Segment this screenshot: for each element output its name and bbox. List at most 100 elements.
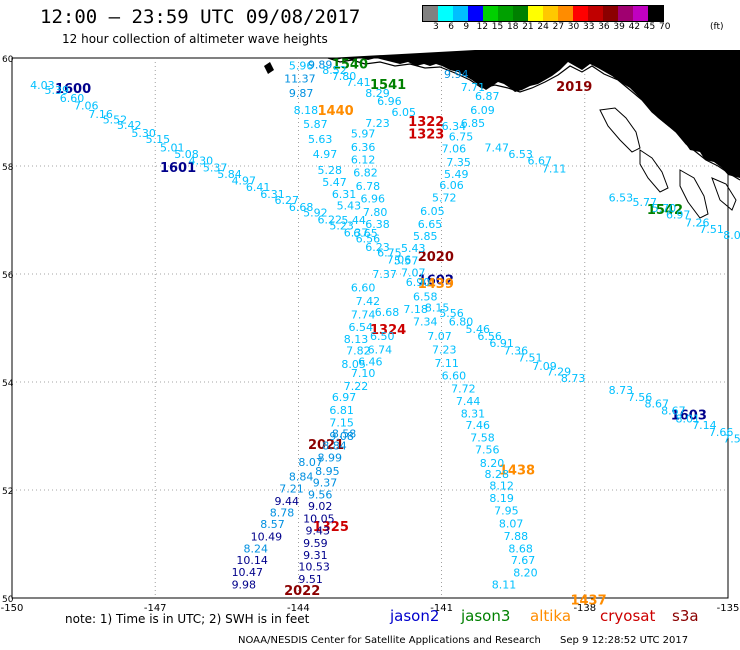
colorbar-swatch xyxy=(528,6,543,21)
swh-value: 9.98 xyxy=(232,579,257,592)
swh-value: 6.06 xyxy=(439,179,464,192)
swh-value: 9.08 xyxy=(329,430,354,443)
swh-value: 8.24 xyxy=(244,542,268,555)
swh-value: 7.21 xyxy=(279,482,304,495)
island-prince-of-wales xyxy=(679,169,709,219)
swh-value: 7.82 xyxy=(346,345,371,358)
swh-value: 9.87 xyxy=(289,87,314,100)
swh-value: 6.12 xyxy=(351,154,376,167)
swh-value: 8.58 xyxy=(332,427,357,440)
swh-value: 7.14 xyxy=(692,419,717,432)
swh-value: 6.27 xyxy=(275,194,300,207)
swh-value: 7.26 xyxy=(685,217,710,230)
map-title: 12:00 – 23:59 UTC 09/08/2017 xyxy=(40,6,361,28)
swh-value: 5.63 xyxy=(308,133,333,146)
swh-value: 10.49 xyxy=(251,530,283,543)
colorbar-tick-label: 9 xyxy=(463,22,470,32)
colorbar-swatch xyxy=(618,6,633,21)
swh-value: 5.85 xyxy=(413,230,438,243)
swh-value: 6.53 xyxy=(609,191,634,204)
swh-value: 5.97 xyxy=(351,128,376,141)
swh-value: 6.65 xyxy=(353,227,378,240)
swh-value: 5.84 xyxy=(217,168,242,181)
swh-value: 7.36 xyxy=(504,345,529,358)
swh-value: 5.30 xyxy=(131,127,156,140)
colorbar-swatch xyxy=(483,6,498,21)
swh-value: 5.72 xyxy=(432,191,457,204)
swh-value: 7.88 xyxy=(504,530,529,543)
swh-value: 6.31 xyxy=(332,188,357,201)
swh-value: 7.06 xyxy=(387,253,412,266)
swh-value: 6.85 xyxy=(461,117,486,130)
swh-value: 6.05 xyxy=(391,106,416,119)
swh-value: 6.75 xyxy=(449,130,474,143)
pass-number-label: 2021 xyxy=(308,438,344,453)
satellite-legend-jason2: jason2 xyxy=(390,607,440,625)
lon-tick-label: -138 xyxy=(573,603,596,614)
swh-value: 8.99 xyxy=(317,452,342,465)
swh-value: 6.22 xyxy=(317,213,342,226)
satellite-legend-cryosat: cryosat xyxy=(600,607,656,625)
pass-number-label: 1323 xyxy=(408,128,444,143)
swh-value: 5.47 xyxy=(322,176,347,189)
colorbar-tick-label: 36 xyxy=(598,22,610,32)
colorbar-tick-label: 6 xyxy=(448,22,454,32)
swh-value: 7.42 xyxy=(356,295,381,308)
swh-value: 6.56 xyxy=(356,232,381,245)
swh-value: 5.43 xyxy=(337,199,362,212)
pass-number-label: 1601 xyxy=(160,161,196,176)
swh-value: 7.56 xyxy=(723,433,740,446)
swh-value: 6.68 xyxy=(375,306,400,319)
colorbar-swatch xyxy=(423,6,438,21)
swh-value: 5.15 xyxy=(146,133,171,146)
swh-value: 5.37 xyxy=(203,162,228,175)
swh-value: 6.41 xyxy=(246,181,270,194)
swh-value: 8.78 xyxy=(270,507,295,520)
swh-value: 5.52 xyxy=(103,114,128,127)
swh-value: 7.58 xyxy=(470,432,495,445)
island-chichagof xyxy=(599,107,641,153)
pass-number-label: 2020 xyxy=(418,250,454,265)
swh-value: 9.31 xyxy=(303,549,328,562)
swh-value: 8.11 xyxy=(492,579,516,592)
lat-tick-label: 58 xyxy=(2,163,14,173)
colorbar-swatch xyxy=(633,6,648,21)
swh-value: 8.31 xyxy=(461,407,486,420)
colorbar-swatch xyxy=(513,6,528,21)
lat-tick-label: 56 xyxy=(2,271,14,281)
swh-value: 7.95 xyxy=(494,505,519,518)
swh-value: 9.94 xyxy=(444,68,469,81)
swh-value: 7.72 xyxy=(451,382,476,395)
swh-value: 8.18 xyxy=(294,104,319,117)
swh-value: 9.44 xyxy=(275,495,300,508)
lon-tick-label: -144 xyxy=(287,603,310,614)
swh-value: 8.07 xyxy=(298,456,323,469)
swh-value: 7.06 xyxy=(442,143,467,156)
swh-value: 5.44 xyxy=(341,214,366,227)
swh-value: 8.05 xyxy=(341,358,366,371)
swh-value: 8.20 xyxy=(513,567,538,580)
colorbar-swatch xyxy=(558,6,573,21)
swh-value: 6.60 xyxy=(351,282,376,295)
swh-value: 9.43 xyxy=(306,525,331,538)
swh-value: 6.37 xyxy=(344,226,369,239)
map-subtitle: 12 hour collection of altimeter wave hei… xyxy=(62,32,328,46)
colorbar-tick-label: 33 xyxy=(583,22,595,32)
swh-value: 6.50 xyxy=(370,330,395,343)
swh-value: 5.28 xyxy=(317,164,342,177)
colorbar-tick-label: 27 xyxy=(552,22,565,32)
swh-value: 6.75 xyxy=(377,246,402,259)
swh-value: 6.74 xyxy=(368,344,393,357)
swh-value: 6.87 xyxy=(475,90,500,103)
pass-number-label: 1322 xyxy=(408,115,444,130)
swh-value: 10.14 xyxy=(236,554,268,567)
colorbar-swatch xyxy=(603,6,618,21)
swh-values: 4.035.396.607.067.165.525.425.305.155.01… xyxy=(30,58,740,591)
swh-value: 7.71 xyxy=(461,81,486,94)
swh-value: 7.51 xyxy=(699,223,724,236)
swh-value: 6.90 xyxy=(406,276,431,289)
swh-value: 10.47 xyxy=(232,566,264,579)
footer-note: note: 1) Time is in UTC; 2) SWH is in fe… xyxy=(65,612,310,626)
colorbar xyxy=(422,5,664,22)
